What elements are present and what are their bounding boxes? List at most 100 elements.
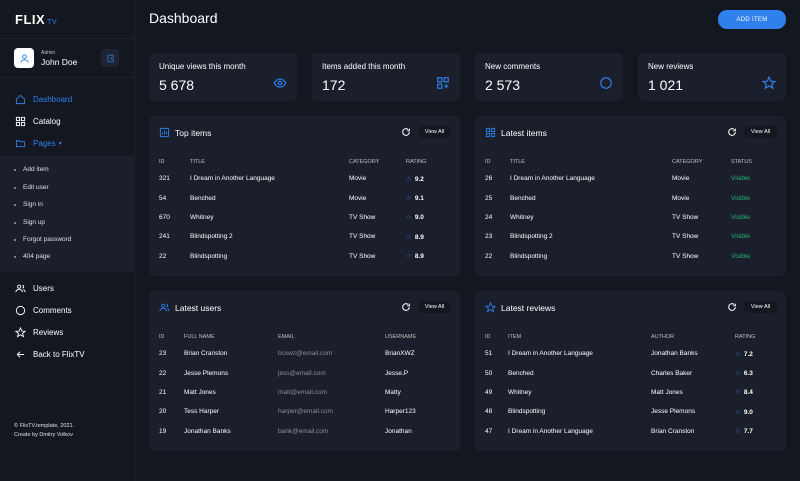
submenu-404[interactable]: 404 page	[14, 253, 50, 260]
stat-card-views: Unique views this month 5 678	[149, 53, 297, 101]
user-icon	[19, 53, 29, 63]
star-icon: ☆	[735, 389, 741, 397]
table-row: 25 Benched Movie Visible	[485, 194, 751, 202]
table-row: 22 Blindspotting TV Show ☆ 8.9	[159, 252, 424, 261]
table-row: 21 Matt Jones matt@email.com Matty	[159, 388, 401, 396]
chat-icon	[14, 304, 26, 316]
table-row: 241 Blindspotting 2 TV Show ☆ 8.9	[159, 233, 424, 241]
nav-back[interactable]: Back to FlixTV	[14, 347, 85, 361]
nav-pages[interactable]: Pages ▾	[14, 136, 62, 150]
column-header: AUTHOR	[651, 333, 675, 340]
top-items-table: ID TITLE CATEGORY RATING 321 I Dream in A…	[159, 154, 426, 266]
card-header: Top items	[159, 127, 211, 138]
chevron-down-icon: ▾	[58, 140, 62, 147]
table-row: 51 I Dream in Another Language Jonathan Ba…	[485, 350, 753, 358]
add-item-button[interactable]: ADD ITEM	[718, 10, 786, 29]
user-role: Admin	[41, 50, 56, 56]
table-row: 321 I Dream in Another Language Movie ☆ 9.2	[159, 175, 424, 183]
star-icon: ☆	[406, 253, 412, 261]
column-header: CATEGORY	[349, 158, 380, 165]
star-icon	[485, 302, 496, 313]
refresh-icon[interactable]	[401, 302, 411, 312]
column-header: EMAIL	[278, 333, 295, 340]
table-row: 48 Blindspotting Jesse Plemons ☆ 9.0	[485, 408, 753, 416]
copyright-line1: © FlixTV.template, 2021.	[14, 423, 75, 429]
card-title: Top items	[175, 127, 212, 138]
top-items-card: Top items View All ID TITLE CATEGORY RAT…	[149, 116, 460, 276]
table-row: 50 Benched Charles Baker ☆ 6.3	[485, 369, 753, 378]
view-all-button[interactable]: View All	[418, 126, 451, 138]
table-row: 22 Blindspotting TV Show Visible	[485, 252, 751, 260]
star-icon: ☆	[735, 350, 741, 358]
star-icon: ☆	[735, 370, 741, 378]
pages-submenu: Add item Edit user Sign in Sign up Forgo…	[0, 156, 135, 272]
nav-comments[interactable]: Comments	[14, 303, 72, 317]
grid-icon	[14, 115, 26, 127]
submenu-edit-user[interactable]: Edit user	[14, 184, 49, 191]
stat-value: 1 021	[648, 77, 684, 93]
card-title: Latest items	[501, 127, 547, 138]
nav-back-label: Back to FlixTV	[33, 349, 85, 359]
nav-dashboard-label: Dashboard	[33, 94, 73, 104]
page-title: Dashboard	[149, 10, 218, 26]
submenu-forgot-password[interactable]: Forgot password	[14, 236, 71, 243]
table-row: 24 Whitney TV Show Visible	[485, 213, 751, 221]
stat-card-reviews: New reviews 1 021	[638, 53, 786, 101]
column-header: TITLE	[510, 158, 525, 165]
view-all-button[interactable]: View All	[744, 301, 777, 313]
copyright-line2[interactable]: Create by Dmitry Volkov	[14, 432, 73, 438]
table-row: 23 Brian Cranston bcxwz@email.com BrianXWZ	[159, 350, 415, 358]
grid-plus-icon	[437, 77, 449, 89]
card-title: Latest users	[175, 302, 222, 313]
submenu-sign-in[interactable]: Sign in	[14, 201, 43, 208]
nav-pages-label: Pages	[33, 138, 56, 148]
users-icon	[159, 302, 170, 313]
view-all-button[interactable]: View All	[418, 301, 451, 313]
copyright: © FlixTV.template, 2021. Create by Dmitr…	[14, 422, 74, 440]
nav-catalog[interactable]: Catalog	[14, 114, 61, 128]
star-icon: ☆	[735, 428, 741, 436]
latest-reviews-card: Latest reviews View All ID ITEM AUTHOR R…	[475, 291, 786, 451]
view-all-button[interactable]: View All	[744, 126, 777, 138]
user-name: John Doe	[41, 57, 78, 67]
stat-card-comments: New comments 2 573	[475, 53, 623, 101]
star-icon: ☆	[406, 195, 412, 203]
users-icon	[14, 282, 26, 294]
table-row: 23 Blindspotting 2 TV Show Visible	[485, 233, 751, 241]
column-header: ID	[485, 333, 491, 340]
logout-button[interactable]	[101, 49, 119, 67]
column-header: RATING	[406, 158, 427, 165]
table-row: 26 I Dream in Another Language Movie Visibl…	[485, 175, 751, 183]
column-header: ID	[159, 333, 165, 340]
column-header: CATEGORY	[672, 158, 703, 165]
nav-dashboard[interactable]: Dashboard	[14, 92, 72, 106]
latest-reviews-table: ID ITEM AUTHOR RATING 51 I Dream in Anoth…	[485, 329, 755, 441]
table-row: 22 Jesse Plemons jess@email.com Jesse.P	[159, 369, 409, 377]
nav-users-label: Users	[33, 283, 54, 293]
star-icon	[14, 326, 26, 338]
column-header: FULL NAME	[184, 333, 215, 340]
submenu-sign-up[interactable]: Sign up	[14, 219, 45, 226]
refresh-icon[interactable]	[401, 127, 411, 137]
home-icon	[14, 93, 26, 105]
star-icon: ☆	[735, 408, 741, 416]
refresh-icon[interactable]	[727, 127, 737, 137]
column-header: USERNAME	[385, 333, 417, 340]
nav-reviews[interactable]: Reviews	[14, 325, 63, 339]
grid-icon	[485, 127, 496, 138]
stat-value: 2 573	[485, 77, 521, 93]
logout-icon	[107, 54, 113, 62]
submenu-add-item[interactable]: Add item	[14, 166, 49, 173]
refresh-icon[interactable]	[727, 302, 737, 312]
column-header: ID	[485, 158, 491, 165]
card-header: Latest items	[485, 127, 547, 138]
nav-users[interactable]: Users	[14, 281, 54, 295]
stat-label: New comments	[485, 62, 541, 71]
star-icon	[762, 76, 776, 90]
star-icon: ☆	[406, 214, 412, 222]
stat-value: 5 678	[159, 77, 195, 93]
logo[interactable]: FLIX TV	[15, 12, 58, 27]
sidebar: FLIX TV Admin John Doe Dashboard Catalog …	[0, 0, 135, 481]
stat-label: Items added this month	[322, 62, 406, 71]
latest-items-card: Latest items View All ID TITLE CATEGORY …	[475, 116, 786, 276]
